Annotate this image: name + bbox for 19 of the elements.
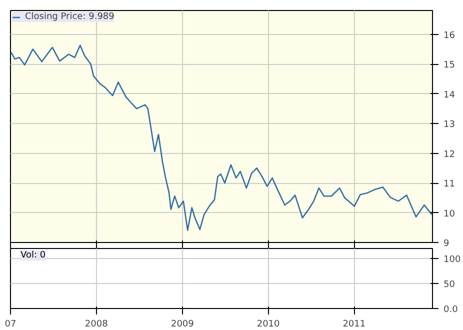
x-tick-label: 2011 xyxy=(342,320,366,330)
line-series xyxy=(10,44,432,231)
x-tick-label: 2009 xyxy=(171,320,194,330)
y-tick-label: 13 xyxy=(444,120,455,130)
y-tick-label: 10 xyxy=(444,209,456,220)
y-tick-label: 0.0 xyxy=(444,305,458,315)
y-tick-label: 11 xyxy=(444,180,455,190)
y-tick-label: 15 xyxy=(444,60,455,71)
y-tick-label: 50 xyxy=(444,280,456,290)
legend-label: Closing Price: 9.989 xyxy=(25,12,114,22)
y-tick-label: 100 xyxy=(444,255,461,265)
chart-title: Vol: 0 xyxy=(20,250,46,260)
y-tick-label: 9 xyxy=(444,239,450,249)
y-tick-label: 14 xyxy=(444,90,456,100)
x-tick-label: 07 xyxy=(4,320,16,330)
y-tick-label: 12 xyxy=(444,150,455,160)
x-tick-label: 2008 xyxy=(84,320,108,330)
y-tick-label: 16 xyxy=(444,30,456,41)
x-tick-label: 2010 xyxy=(256,320,280,330)
